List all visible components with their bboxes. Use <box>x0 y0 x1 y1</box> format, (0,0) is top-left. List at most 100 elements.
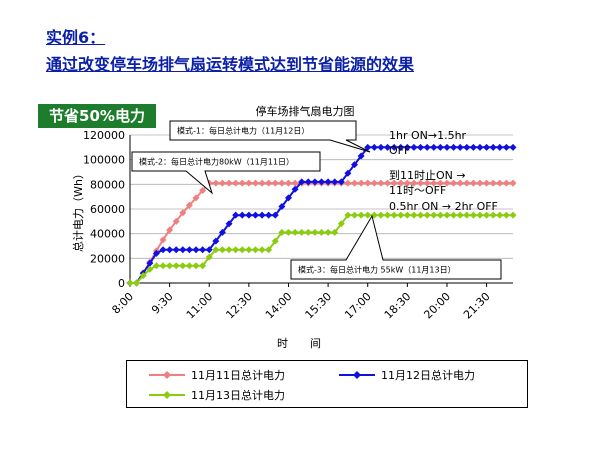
data-point-s2 <box>397 143 405 151</box>
data-point-s2 <box>324 178 332 186</box>
data-point-s3 <box>410 211 418 219</box>
data-point-s2 <box>483 143 491 151</box>
legend-svg: 11月11日总计电力 11月12日总计电力 11月13日总计电力 <box>149 368 475 402</box>
y-tick-label: 100000 <box>83 154 125 167</box>
data-point-s1 <box>423 179 431 187</box>
note-line: 11时～OFF <box>389 184 446 197</box>
data-point-s2 <box>172 246 180 254</box>
data-point-s1 <box>450 179 458 187</box>
data-point-s2 <box>331 178 339 186</box>
data-point-s3 <box>218 246 226 254</box>
y-tick-label: 80000 <box>90 178 125 191</box>
data-point-s1 <box>463 179 471 187</box>
data-point-s3 <box>139 272 147 280</box>
legend-swatch-marker <box>163 391 171 399</box>
chart-title: 停车场排气扇电力图 <box>256 104 355 118</box>
data-point-s2 <box>423 143 431 151</box>
note-line: OFF <box>389 144 410 157</box>
data-point-s2 <box>496 143 504 151</box>
data-point-s1 <box>351 179 359 187</box>
data-point-s2 <box>463 143 471 151</box>
data-point-s3 <box>199 262 207 270</box>
data-point-s3 <box>337 220 345 228</box>
data-point-s3 <box>225 246 233 254</box>
data-point-s2 <box>443 143 451 151</box>
x-tick-label: 11:00 <box>184 290 216 322</box>
data-point-s2 <box>284 194 292 202</box>
data-point-s2 <box>152 249 160 257</box>
data-point-s2 <box>304 178 312 186</box>
data-point-s3 <box>443 211 451 219</box>
data-point-s2 <box>311 178 319 186</box>
data-point-s2 <box>489 143 497 151</box>
data-point-s3 <box>390 211 398 219</box>
data-point-s3 <box>463 211 471 219</box>
data-point-s3 <box>311 228 319 236</box>
note-line: 1hr ON→1.5hr <box>389 129 467 142</box>
data-point-s3 <box>377 211 385 219</box>
x-tick-label: 17:00 <box>342 290 374 322</box>
data-point-s2 <box>251 211 259 219</box>
callout-mode3-text: 模式-3：每日总计电力 55kW（11月13日） <box>298 265 456 275</box>
data-point-s2 <box>403 143 411 151</box>
x-axis-label: 时 间 <box>277 337 321 350</box>
data-point-s2 <box>179 246 187 254</box>
data-point-s3 <box>126 279 134 287</box>
data-point-s1 <box>384 179 392 187</box>
data-point-s1 <box>291 179 299 187</box>
data-point-s1 <box>469 179 477 187</box>
data-point-s1 <box>271 179 279 187</box>
data-point-s2 <box>410 143 418 151</box>
data-point-s1 <box>456 179 464 187</box>
chart-legend: 11月11日总计电力 11月12日总计电力 11月13日总计电力 <box>126 360 528 408</box>
data-point-s1 <box>443 179 451 187</box>
data-point-s3 <box>324 228 332 236</box>
data-point-s2 <box>337 178 345 186</box>
data-point-s1 <box>179 209 187 217</box>
data-point-s3 <box>291 228 299 236</box>
x-tick-label: 15:30 <box>303 290 335 322</box>
data-point-s1 <box>238 179 246 187</box>
data-point-s2 <box>344 169 352 177</box>
callout-mode3-box <box>290 214 502 280</box>
y-tick-label: 20000 <box>90 252 125 265</box>
data-point-s2 <box>238 211 246 219</box>
data-point-s1 <box>258 179 266 187</box>
data-point-s1 <box>278 179 286 187</box>
data-point-s1 <box>344 179 352 187</box>
heading-example: 实例6： <box>46 28 106 47</box>
data-point-s3 <box>483 211 491 219</box>
data-point-s1 <box>166 226 174 234</box>
x-tick-label: 18:30 <box>382 290 414 322</box>
data-point-s1 <box>172 217 180 225</box>
data-point-s3 <box>258 246 266 254</box>
y-tick-label: 120000 <box>83 129 125 142</box>
x-tick-label: 8:00 <box>109 290 136 317</box>
data-point-s3 <box>159 262 167 270</box>
data-point-s3 <box>232 246 240 254</box>
data-point-s1 <box>436 179 444 187</box>
data-point-s3 <box>284 228 292 236</box>
data-point-s3 <box>436 211 444 219</box>
data-point-s1 <box>410 179 418 187</box>
data-point-s1 <box>265 179 273 187</box>
x-tick-label: 9:30 <box>149 290 176 317</box>
data-point-s2 <box>357 152 365 160</box>
data-point-s1 <box>192 194 200 202</box>
y-axis-label: 总计电力（Wh） <box>71 168 85 252</box>
data-point-s2 <box>185 246 193 254</box>
data-point-s2 <box>245 211 253 219</box>
data-point-s1 <box>199 187 207 194</box>
data-point-s1 <box>284 179 292 187</box>
legend-label: 11月11日总计电力 <box>191 368 285 382</box>
data-point-s1 <box>502 179 510 187</box>
data-point-s1 <box>403 179 411 187</box>
note-line: 0.5hr ON → 2hr OFF <box>389 200 498 213</box>
data-point-s1 <box>225 179 233 187</box>
heading-title: 通过改变停车场排气扇运转模式达到节省能源的效果 <box>46 55 415 74</box>
data-point-s1 <box>185 201 193 209</box>
data-point-s3 <box>212 246 220 254</box>
data-point-s3 <box>403 211 411 219</box>
data-point-s3 <box>265 246 273 254</box>
data-point-s3 <box>331 228 339 236</box>
